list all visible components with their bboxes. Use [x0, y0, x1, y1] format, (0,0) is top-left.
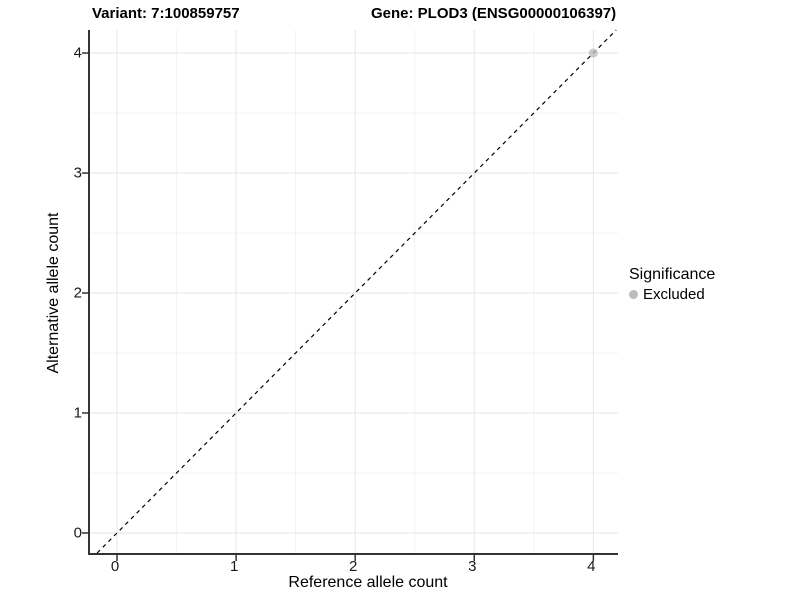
y-tick-label: 3 — [73, 164, 82, 182]
x-tick-label: 0 — [110, 558, 120, 575]
variant-title: Variant: 7:100859757 — [92, 5, 240, 22]
y-tick-label: 2 — [73, 284, 82, 302]
legend-item-label: Excluded — [643, 286, 705, 303]
y-tick-label: 1 — [73, 404, 82, 422]
legend: Significance Excluded — [629, 266, 715, 303]
x-tick-label: 3 — [468, 558, 477, 575]
gene-title: Gene: PLOD3 (ENSG00000106397) — [371, 5, 617, 22]
identity-reference-line — [96, 29, 617, 554]
legend-point-icon — [629, 290, 638, 299]
y-tick-label: 0 — [73, 524, 82, 542]
x-axis-title: Reference allele count — [288, 574, 448, 591]
y-tick-label: 4 — [73, 44, 82, 62]
x-tick-label: 1 — [229, 558, 239, 575]
chart-panel — [82, 29, 618, 561]
legend-item-excluded: Excluded — [629, 286, 715, 303]
x-tick-label: 4 — [587, 558, 596, 575]
x-tick-label: 2 — [349, 558, 358, 575]
chart-canvas — [82, 29, 618, 561]
x-axis-tick-labels: 0 1 2 3 4 — [88, 558, 616, 576]
data-point-excluded — [588, 48, 598, 58]
legend-title: Significance — [629, 266, 716, 283]
y-axis-tick-labels: 0 1 2 3 4 — [56, 30, 82, 553]
